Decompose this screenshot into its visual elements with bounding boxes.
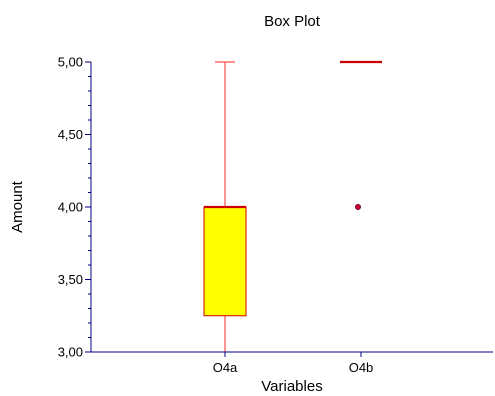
box-series	[203, 60, 382, 352]
x-tick-label: O4a	[213, 360, 238, 375]
y-tick-label: 5,00	[58, 55, 83, 70]
outlier-point	[354, 203, 361, 210]
x-axis-label: Variables	[261, 378, 322, 395]
y-axis-ticks: 3,00 3,50 4,00 4,50 5,00	[58, 55, 91, 360]
x-tick-label: O4b	[349, 360, 374, 375]
box-O4b	[340, 60, 382, 210]
y-axis-label: Amount	[9, 180, 26, 233]
y-tick-label: 4,50	[58, 127, 83, 142]
box-O4a	[203, 61, 247, 352]
x-axis-ticks: O4a O4b	[213, 352, 374, 375]
y-tick-label: 3,00	[58, 345, 83, 360]
chart-title: Box Plot	[264, 13, 321, 30]
y-tick-label: 4,00	[58, 200, 83, 215]
box-body	[203, 206, 247, 317]
y-tick-label: 3,50	[58, 272, 83, 287]
